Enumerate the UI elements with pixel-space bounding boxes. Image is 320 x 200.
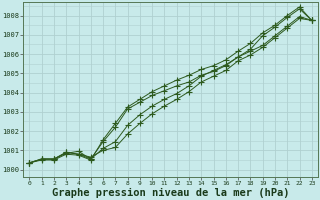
X-axis label: Graphe pression niveau de la mer (hPa): Graphe pression niveau de la mer (hPa) (52, 188, 289, 198)
